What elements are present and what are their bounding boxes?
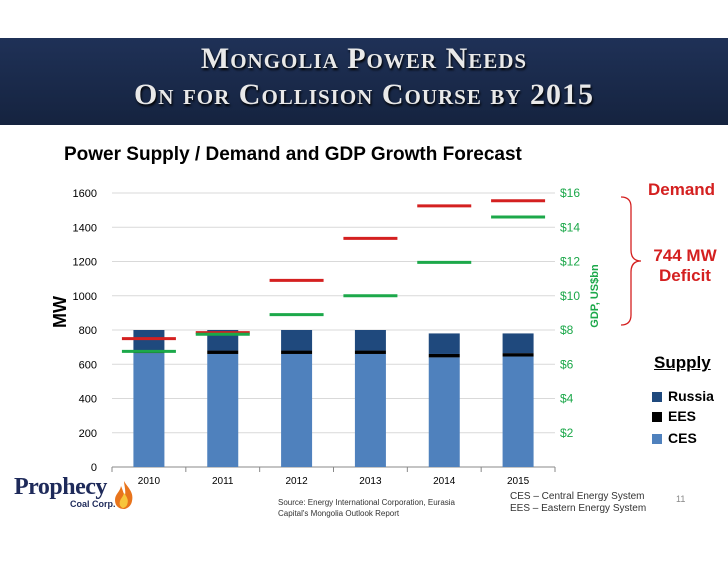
bar-ces (133, 353, 165, 467)
legend-swatch-russia (652, 392, 662, 403)
bar-russia (502, 333, 534, 354)
y-tick-label: 1600 (73, 188, 97, 200)
deficit-word: Deficit (659, 266, 711, 285)
demand-label: Demand (648, 180, 716, 199)
bar-ees (428, 353, 460, 358)
deficit-brace (620, 196, 642, 326)
legend-swatch-ces (652, 434, 662, 445)
y2-tick-label: $12 (560, 255, 580, 269)
y2-tick-label: $16 (560, 186, 580, 200)
bar-ces (502, 356, 534, 467)
slide-title-line1: Mongolia Power Needs (200, 42, 528, 75)
logo-name: Prophecy (14, 474, 107, 500)
x-tick-label: 2011 (212, 476, 234, 487)
y2-tick-label: $2 (560, 426, 574, 440)
x-tick-label: 2014 (433, 476, 456, 487)
abbr-ees: EES – Eastern Energy System (510, 503, 647, 514)
bar-ces (354, 353, 386, 467)
y2-tick-label: $10 (560, 289, 580, 303)
x-tick-label: 2010 (138, 476, 161, 487)
y-tick-label: 200 (79, 428, 97, 440)
abbr-ces: CES – Central Energy System (510, 491, 645, 502)
deficit-label: 744 MW Deficit (645, 246, 725, 286)
y-axis-title: MW (50, 296, 70, 328)
bar-ces (207, 353, 239, 467)
title-banner (0, 38, 728, 125)
bar-ces (281, 353, 313, 467)
deficit-amount: 744 MW (653, 246, 717, 265)
bar-russia (281, 330, 313, 351)
legend-swatch-ees (652, 412, 662, 423)
y2-tick-label: $8 (560, 323, 574, 337)
x-tick-label: 2012 (285, 476, 308, 487)
bar-ees (502, 353, 534, 357)
legend-item-ees: EES (652, 408, 696, 424)
chart-title: Power Supply / Demand and GDP Growth For… (64, 144, 522, 165)
y-tick-label: 1400 (73, 222, 97, 234)
bar-russia (133, 330, 165, 351)
legend-label-russia: Russia (668, 388, 714, 404)
legend-item-russia: Russia (652, 388, 714, 404)
bar-russia (428, 333, 460, 354)
y-tick-label: 800 (79, 325, 97, 337)
y2-axis-title: GDP, US$bn (589, 264, 601, 328)
bar-ces (428, 357, 460, 467)
legend-label-ees: EES (668, 408, 697, 424)
slide-title-line2: On for Collision Course by 2015 (133, 78, 595, 111)
supply-legend-title: Supply (654, 353, 711, 372)
company-logo: Prophecy Coal Corp. (14, 474, 116, 509)
legend-item-ces: CES (652, 430, 697, 446)
bar-ees (354, 350, 386, 354)
y-tick-label: 1000 (73, 291, 97, 303)
bar-ees (207, 350, 239, 354)
y-tick-label: 600 (79, 359, 97, 371)
y2-tick-label: $6 (560, 357, 574, 371)
abbreviations-note: CES – Central Energy System EES – Easter… (510, 491, 646, 515)
logo-subtitle: Coal Corp. (70, 499, 116, 509)
y-tick-label: 0 (91, 462, 97, 474)
x-tick-label: 2013 (359, 476, 382, 487)
y2-tick-label: $14 (560, 220, 580, 234)
y-tick-label: 1200 (73, 257, 97, 269)
bar-russia (354, 330, 386, 351)
page-number: 11 (676, 494, 686, 504)
x-tick-label: 2015 (507, 476, 530, 487)
y2-tick-label: $4 (560, 392, 574, 406)
flame-icon (115, 481, 133, 509)
bar-ees (281, 350, 313, 354)
legend-label-ces: CES (668, 430, 697, 446)
y-tick-label: 400 (79, 394, 97, 406)
source-note: Source: Energy International Corporation… (278, 498, 455, 518)
